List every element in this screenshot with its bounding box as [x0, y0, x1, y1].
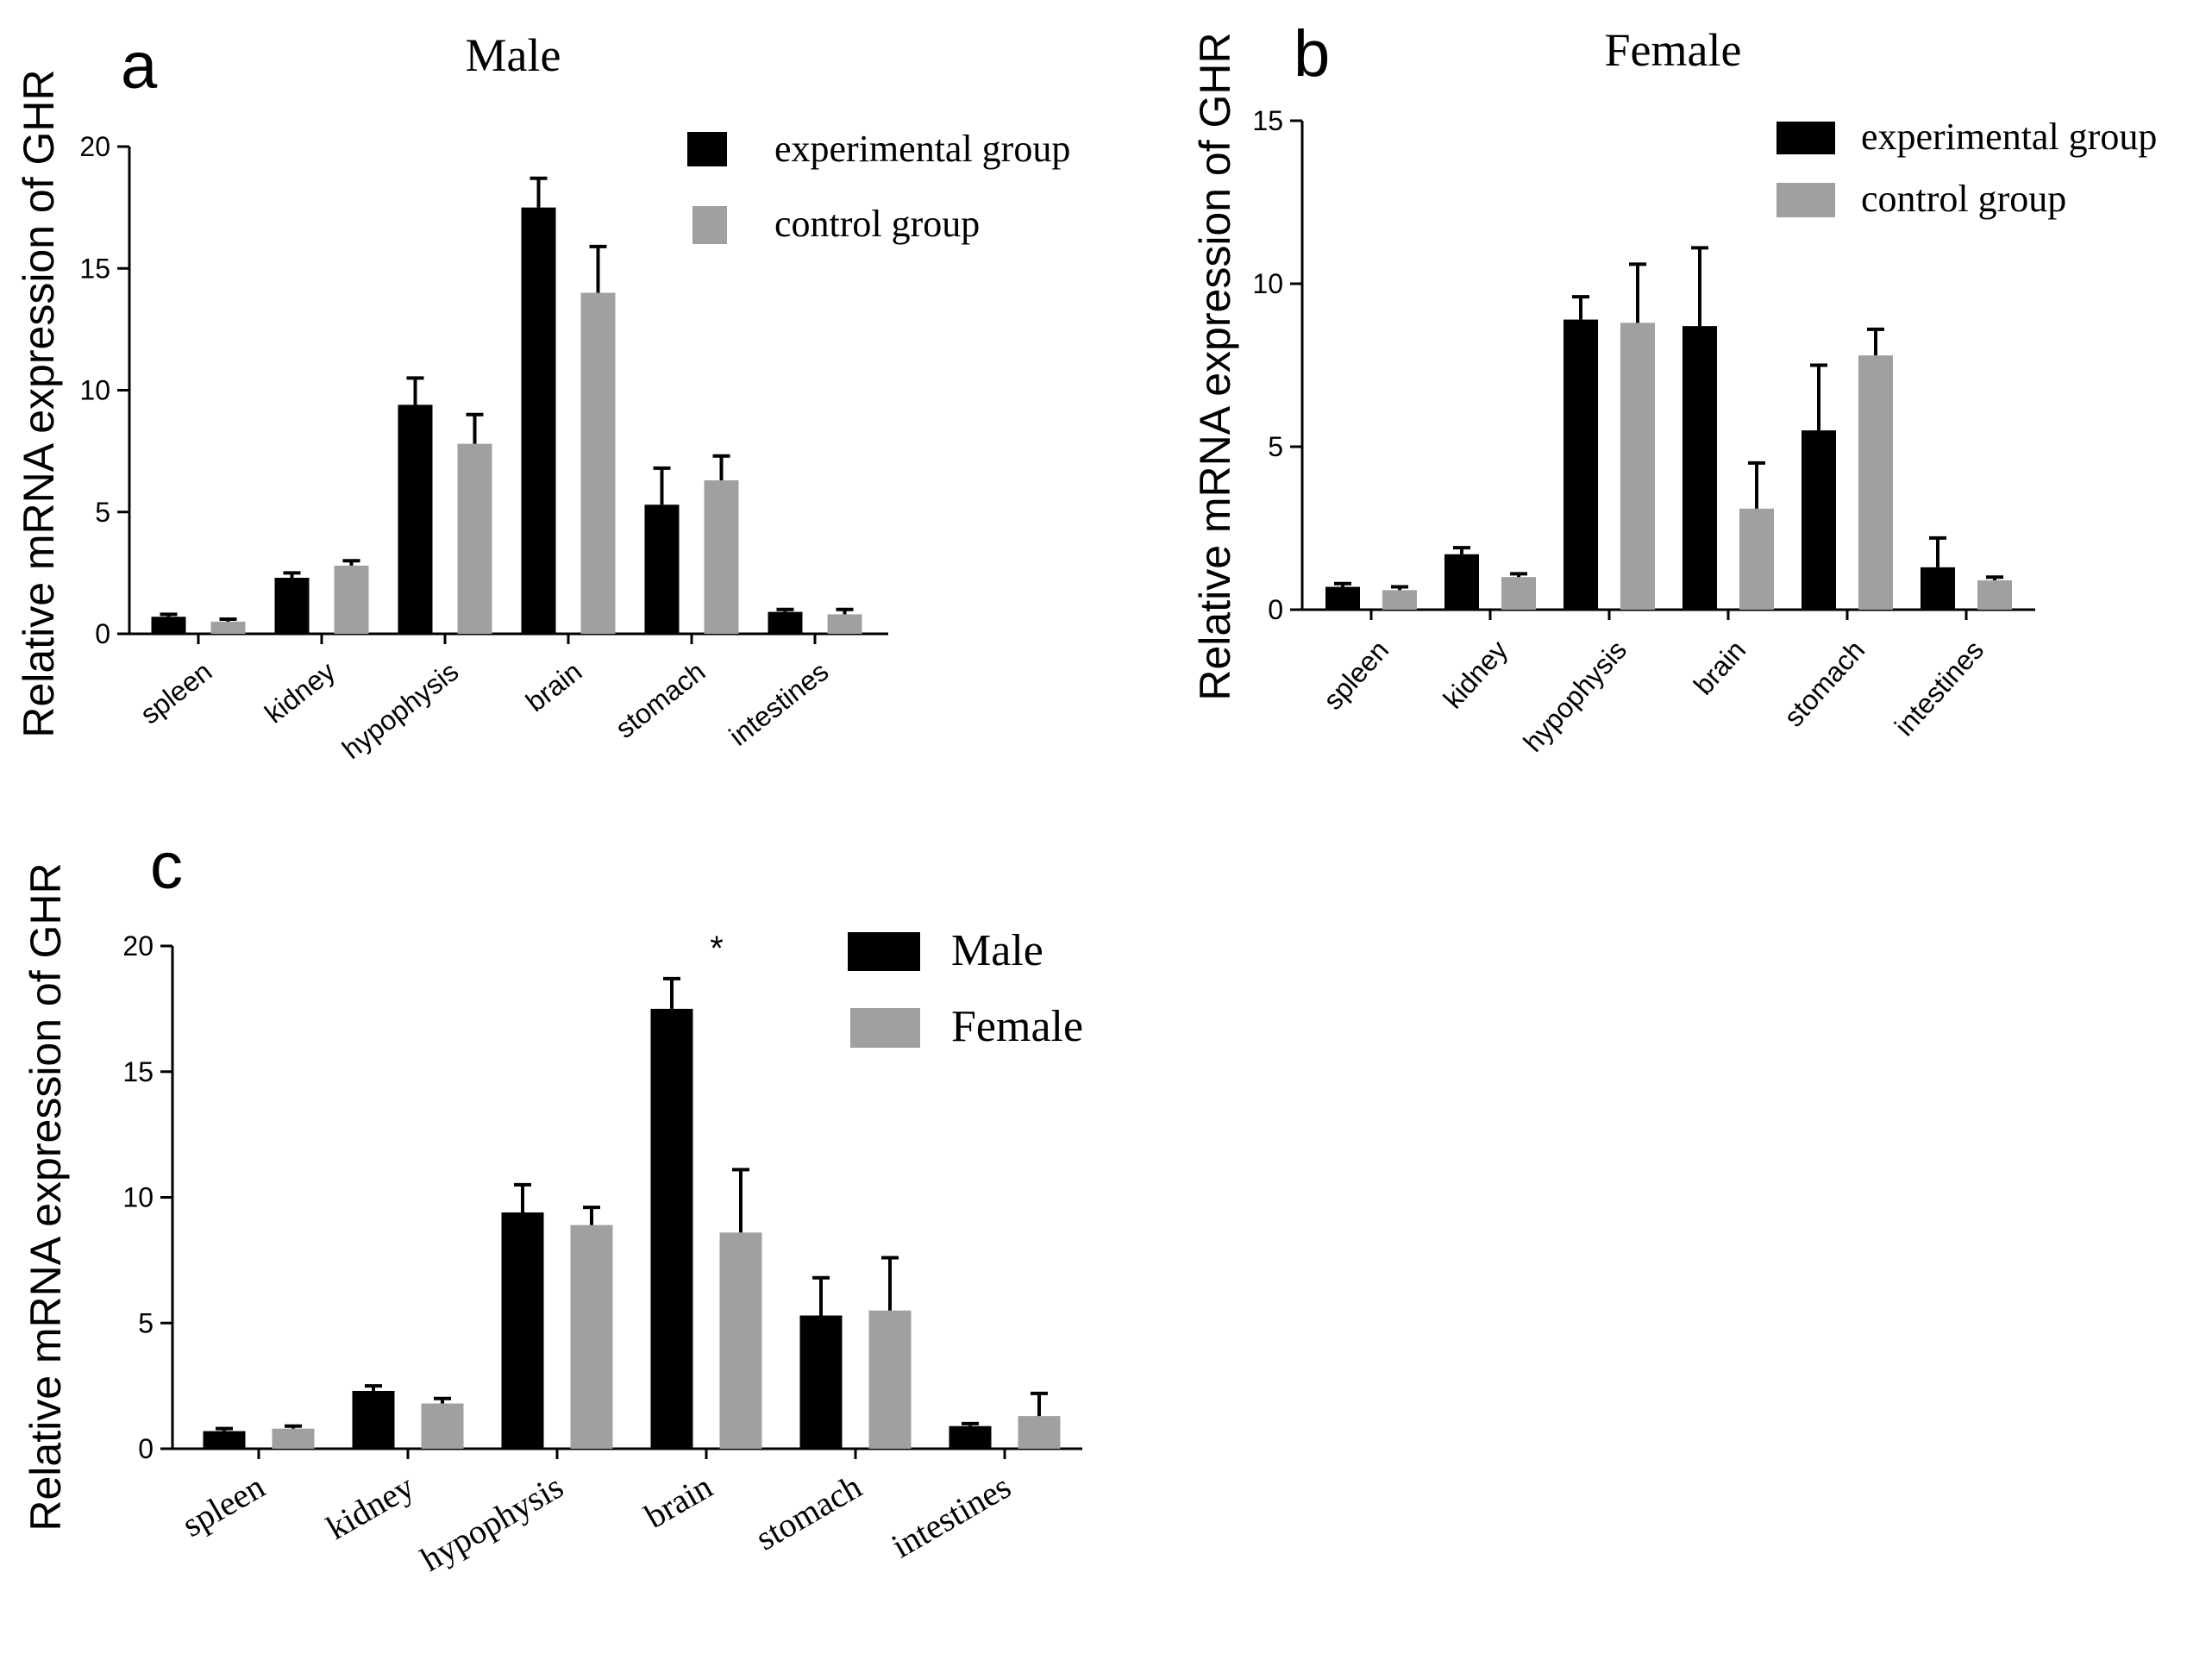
bar-control-group-hypophysis	[457, 443, 492, 634]
bar-male-stomach	[799, 1315, 843, 1449]
bar-female-brain	[719, 1232, 762, 1449]
bar-control-group-intestines	[827, 614, 862, 634]
panel-a-letter: a	[121, 29, 158, 103]
bar-female-spleen	[272, 1428, 315, 1449]
panel-c-male-vs-female-chart: c Relative mRNA expression of GHR 0 5 10 15…	[22, 830, 1083, 1579]
bar-female-intestines	[1018, 1416, 1061, 1449]
y-tick-label: 10	[1252, 268, 1283, 299]
bar-experimental-group-stomach	[644, 504, 680, 634]
bar-experimental-group-spleen	[151, 617, 186, 634]
legend-swatch-experimental	[1776, 122, 1835, 154]
bar-control-group-spleen	[210, 621, 246, 634]
y-tick-label: 0	[95, 618, 110, 649]
panel-c-bars: *	[203, 930, 1061, 1449]
x-tick-label: stomach	[749, 1467, 868, 1558]
bar-experimental-group-intestines	[768, 611, 803, 634]
x-tick-label: intestines	[724, 655, 835, 752]
x-tick-label: stomach	[1778, 635, 1871, 733]
panel-a-male-chart: a Male Relative mRNA expression of GHR 0…	[15, 29, 1070, 765]
panel-c-y-axis-label: Relative mRNA expression of GHR	[22, 862, 70, 1531]
y-tick-label: 5	[95, 497, 110, 528]
legend-swatch-female	[850, 1008, 920, 1048]
bar-control-group-stomach	[704, 480, 739, 634]
bar-experimental-group-hypophysis	[398, 404, 433, 634]
bar-control-group-spleen	[1382, 590, 1417, 610]
bar-experimental-group-kidney	[274, 578, 310, 634]
y-tick-label: 0	[1268, 594, 1283, 625]
x-tick-label: spleen	[176, 1467, 272, 1544]
y-tick-label: 20	[122, 930, 154, 962]
panel-c-legend: Male Female	[848, 926, 1083, 1051]
legend-label-experimental: experimental group	[1861, 116, 2157, 158]
legend-label-experimental: experimental group	[774, 128, 1070, 170]
x-tick-label: intestines	[885, 1467, 1017, 1566]
bar-experimental-group-intestines	[1921, 567, 1955, 610]
bar-experimental-group-brain	[521, 207, 556, 634]
y-tick-label: 15	[122, 1056, 154, 1087]
bar-control-group-brain	[580, 292, 616, 634]
bar-control-group-brain	[1739, 508, 1774, 610]
legend-label-male: Male	[951, 926, 1043, 975]
bar-female-hypophysis	[570, 1225, 613, 1449]
x-tick-label: kidney	[259, 655, 341, 729]
legend-swatch-control	[1776, 183, 1835, 217]
bar-experimental-group-kidney	[1444, 554, 1479, 610]
bar-control-group-intestines	[1977, 579, 2012, 610]
x-tick-label: spleen	[1317, 635, 1394, 716]
bar-control-group-kidney	[1501, 577, 1536, 610]
x-tick-label: intestines	[1889, 635, 1990, 742]
y-tick-label: 15	[1252, 105, 1283, 136]
panel-b-y-axis-label: Relative mRNA expression of GHR	[1191, 32, 1239, 700]
significance-marker: *	[710, 930, 724, 968]
legend-swatch-experimental	[687, 132, 727, 166]
x-tick-label: hypophysis	[336, 655, 464, 765]
x-tick-label: kidney	[320, 1467, 421, 1547]
x-tick-label: hypophysis	[414, 1467, 569, 1579]
bar-female-stomach	[868, 1310, 912, 1449]
x-tick-label: kidney	[1438, 635, 1514, 715]
y-tick-label: 0	[138, 1433, 154, 1464]
y-tick-label: 10	[79, 375, 110, 406]
panel-b-bars	[1325, 246, 2012, 610]
x-tick-label: hypophysis	[1517, 635, 1632, 758]
panel-b-letter: b	[1294, 17, 1330, 91]
legend-label-control: control group	[774, 203, 980, 245]
x-tick-label: brain	[638, 1467, 719, 1536]
panel-a-bars	[151, 176, 862, 634]
bar-control-group-kidney	[334, 565, 369, 634]
x-tick-label: brain	[520, 655, 587, 717]
y-tick-label: 20	[79, 131, 110, 162]
panel-a-title: Male	[466, 29, 561, 81]
y-tick-label: 5	[1268, 431, 1283, 462]
bar-male-intestines	[949, 1425, 992, 1449]
y-tick-label: 10	[122, 1182, 154, 1213]
panel-b-title: Female	[1605, 24, 1742, 76]
panel-a-legend: experimental group control group	[687, 128, 1070, 245]
y-tick-label: 15	[79, 253, 110, 284]
legend-label-control: control group	[1861, 178, 2066, 220]
bar-control-group-stomach	[1858, 355, 1893, 610]
legend-swatch-control	[692, 206, 727, 244]
bar-male-kidney	[352, 1390, 395, 1449]
panel-b-legend: experimental group control group	[1776, 116, 2157, 220]
bar-experimental-group-hypophysis	[1563, 319, 1598, 610]
x-tick-label: brain	[1688, 635, 1751, 701]
bar-male-hypophysis	[501, 1212, 544, 1449]
panel-c-letter: c	[150, 830, 183, 903]
bar-experimental-group-brain	[1682, 326, 1717, 610]
bar-male-brain	[650, 1008, 693, 1449]
bar-experimental-group-stomach	[1802, 430, 1836, 610]
bar-female-kidney	[421, 1403, 464, 1449]
bar-experimental-group-spleen	[1325, 586, 1360, 610]
bar-control-group-hypophysis	[1620, 323, 1655, 610]
y-tick-label: 5	[138, 1307, 154, 1338]
panel-b-female-chart: b Female Relative mRNA expression of GHR…	[1191, 17, 2157, 758]
legend-swatch-male	[848, 932, 920, 971]
x-tick-label: spleen	[135, 655, 217, 730]
bar-male-spleen	[203, 1431, 246, 1449]
panel-a-y-axis-label: Relative mRNA expression of GHR	[15, 69, 63, 737]
legend-label-female: Female	[951, 1002, 1083, 1051]
x-tick-label: stomach	[610, 655, 711, 744]
